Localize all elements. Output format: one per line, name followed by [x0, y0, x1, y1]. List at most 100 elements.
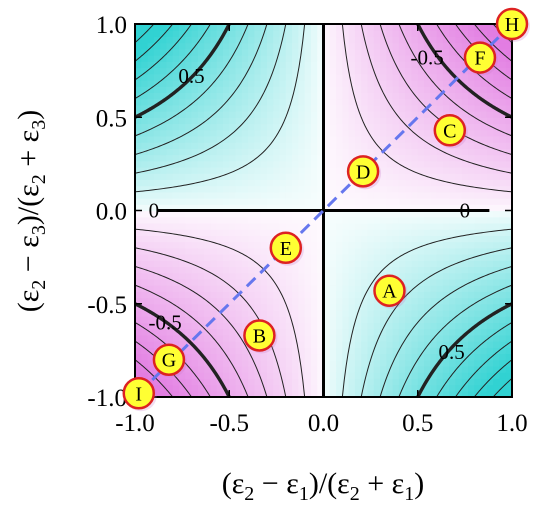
heat-cell	[405, 135, 413, 143]
heat-cell	[386, 61, 394, 69]
heat-cell	[424, 117, 431, 125]
heat-cell	[254, 297, 262, 305]
heat-cell	[317, 179, 325, 187]
heat-cell	[260, 135, 268, 143]
heat-cell	[392, 216, 400, 224]
heat-cell	[461, 378, 469, 386]
heat-cell	[210, 384, 218, 392]
heat-cell	[197, 222, 205, 230]
heat-cell	[480, 353, 488, 361]
heat-cell	[285, 204, 293, 212]
heat-cell	[153, 235, 161, 243]
heat-cell	[367, 30, 375, 38]
heat-cell	[260, 48, 268, 56]
heat-cell	[436, 179, 444, 187]
heat-cell	[273, 297, 281, 305]
heat-cell	[147, 48, 155, 56]
heat-cell	[361, 42, 369, 50]
heat-cell	[373, 61, 381, 69]
heat-cell	[380, 266, 387, 274]
heat-cell	[336, 390, 343, 397]
heat-cell	[185, 55, 193, 62]
heat-cell	[204, 204, 211, 212]
heat-cell	[147, 359, 155, 367]
heat-cell	[436, 254, 444, 261]
heat-cell	[273, 166, 281, 174]
heat-cell	[386, 390, 394, 397]
heat-cell	[493, 278, 501, 286]
heat-cell	[405, 316, 413, 323]
heat-cell	[135, 309, 142, 317]
heat-cell	[424, 30, 431, 38]
heat-cell	[336, 260, 343, 268]
heat-cell	[380, 61, 387, 69]
heat-cell	[185, 86, 193, 93]
heat-cell	[442, 285, 450, 292]
heat-cell	[442, 372, 450, 379]
heat-cell	[386, 222, 394, 230]
heat-cell	[398, 353, 406, 361]
heat-cell	[474, 291, 482, 299]
heat-cell	[292, 266, 299, 274]
heat-cell	[191, 67, 199, 75]
heat-cell	[505, 309, 512, 317]
heat-cell	[292, 173, 299, 181]
heat-cell	[405, 36, 413, 44]
heat-cell	[405, 266, 413, 274]
heat-cell	[361, 285, 369, 292]
heat-cell	[455, 272, 463, 280]
heat-cell	[424, 272, 431, 280]
heat-cell	[160, 291, 168, 299]
heat-cell	[141, 48, 149, 56]
heat-cell	[430, 61, 438, 69]
heat-cell	[455, 148, 463, 156]
heat-cell	[386, 67, 394, 75]
heat-cell	[474, 154, 482, 162]
heat-cell	[241, 123, 249, 131]
heat-cell	[398, 92, 406, 100]
heat-cell	[398, 148, 406, 156]
heat-cell	[204, 160, 211, 168]
heat-cell	[210, 166, 218, 174]
heat-cell	[329, 365, 337, 373]
heat-cell	[273, 117, 281, 125]
heat-cell	[336, 55, 343, 62]
heat-cell	[153, 111, 161, 118]
heat-cell	[449, 303, 457, 311]
heat-cell	[480, 79, 488, 87]
heat-cell	[505, 347, 512, 355]
heat-cell	[266, 48, 274, 56]
heat-cell	[424, 123, 431, 131]
heat-cell	[417, 48, 425, 56]
heat-cell	[354, 73, 362, 81]
heat-cell	[323, 384, 331, 392]
heat-cell	[361, 67, 369, 75]
heat-cell	[273, 55, 281, 62]
heat-cell	[329, 79, 337, 87]
heat-cell	[348, 322, 356, 330]
heat-cell	[191, 303, 199, 311]
heat-cell	[141, 36, 149, 44]
heat-cell	[178, 61, 186, 69]
heat-cell	[222, 73, 230, 81]
heat-cell	[455, 98, 463, 106]
heat-cell	[147, 372, 155, 379]
heat-cell	[153, 278, 161, 286]
heat-cell	[480, 210, 488, 218]
heat-cell	[197, 365, 205, 373]
heat-cell	[222, 347, 230, 355]
heat-cell	[260, 309, 268, 317]
heat-cell	[279, 353, 287, 361]
heat-cell	[361, 297, 369, 305]
heat-cell	[141, 297, 149, 305]
heat-cell	[342, 179, 350, 187]
heat-cell	[468, 104, 475, 112]
heat-cell	[417, 216, 425, 224]
heat-cell	[342, 79, 350, 87]
heat-cell	[361, 216, 369, 224]
heat-cell	[348, 111, 356, 118]
heat-cell	[386, 359, 394, 367]
heat-cell	[436, 272, 444, 280]
heat-cell	[329, 222, 337, 230]
heat-cell	[329, 272, 337, 280]
